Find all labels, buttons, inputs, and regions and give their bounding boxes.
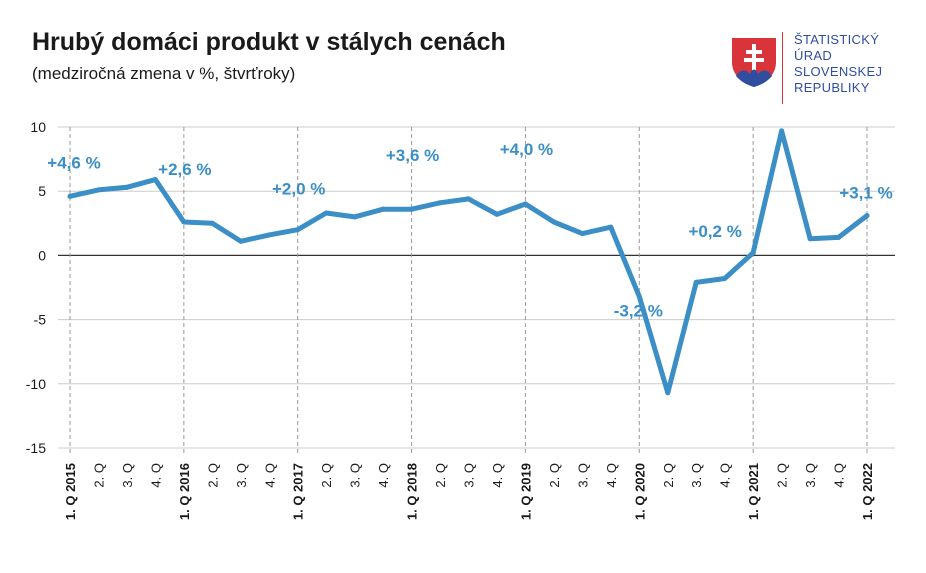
data-point bbox=[67, 193, 73, 199]
slovak-coat-of-arms-icon bbox=[732, 38, 776, 87]
x-tick-label: 1. Q 2018 bbox=[405, 463, 420, 520]
data-point bbox=[124, 184, 130, 190]
x-tick-label: 4. Q bbox=[262, 463, 277, 488]
data-point bbox=[608, 224, 614, 230]
data-point bbox=[551, 219, 557, 225]
y-tick-label: -15 bbox=[26, 440, 46, 456]
data-point bbox=[693, 279, 699, 285]
x-tick-label: 4. Q bbox=[490, 463, 505, 488]
data-label: +4,6 % bbox=[47, 153, 100, 172]
logo-line-4: REPUBLIKY bbox=[794, 80, 870, 95]
y-tick-label: 5 bbox=[38, 183, 46, 199]
data-point bbox=[665, 390, 671, 396]
data-label: -3,2 % bbox=[614, 301, 663, 320]
x-tick-label: 3. Q bbox=[575, 463, 590, 488]
data-label: +4,0 % bbox=[500, 140, 553, 159]
data-label: +3,1 % bbox=[839, 184, 892, 203]
data-label: +3,6 % bbox=[386, 146, 439, 165]
logo-line-1: ŠTATISTICKÝ bbox=[794, 32, 880, 47]
x-tick-label: 4. Q bbox=[718, 463, 733, 488]
x-tick-label: 1. Q 2021 bbox=[746, 463, 761, 520]
data-point bbox=[636, 293, 642, 299]
data-point bbox=[807, 236, 813, 242]
data-point bbox=[152, 177, 158, 183]
data-point bbox=[266, 232, 272, 238]
x-tick-label: 3. Q bbox=[803, 463, 818, 488]
x-tick-label: 4. Q bbox=[148, 463, 163, 488]
logo-line-2: ÚRAD bbox=[794, 48, 833, 63]
data-point bbox=[209, 220, 215, 226]
statistical-office-logo: ŠTATISTICKÝ ÚRAD SLOVENSKEJ REPUBLIKY bbox=[730, 32, 910, 112]
y-tick-label: 0 bbox=[38, 247, 46, 263]
data-point bbox=[522, 201, 528, 207]
data-label: +0,2 % bbox=[688, 222, 741, 241]
data-point bbox=[352, 214, 358, 220]
hills bbox=[736, 69, 772, 87]
data-point bbox=[181, 219, 187, 225]
data-point bbox=[409, 206, 415, 212]
x-tick-label: 4. Q bbox=[376, 463, 391, 488]
data-point bbox=[238, 238, 244, 244]
data-point bbox=[836, 234, 842, 240]
data-point bbox=[437, 200, 443, 206]
data-label: +2,0 % bbox=[272, 180, 325, 199]
x-tick-label: 3. Q bbox=[234, 463, 249, 488]
x-tick-label: 3. Q bbox=[120, 463, 135, 488]
data-point bbox=[295, 227, 301, 233]
double-cross bbox=[744, 44, 764, 72]
x-tick-label: 4. Q bbox=[832, 463, 847, 488]
x-tick-label: 1. Q 2017 bbox=[291, 463, 306, 520]
logo-text: ŠTATISTICKÝ ÚRAD SLOVENSKEJ REPUBLIKY bbox=[794, 32, 882, 96]
data-point bbox=[722, 276, 728, 282]
data-point bbox=[864, 213, 870, 219]
chart-subtitle: (medziročná zmena v %, štvrťroky) bbox=[32, 64, 296, 83]
data-point bbox=[95, 187, 101, 193]
y-tick-label: 10 bbox=[30, 119, 46, 135]
x-tick-label: 2. Q bbox=[433, 463, 448, 488]
x-tick-label: 2. Q bbox=[775, 463, 790, 488]
x-tick-label: 2. Q bbox=[205, 463, 220, 488]
x-tick-label: 1. Q 2015 bbox=[63, 463, 78, 520]
x-tick-label: 1. Q 2022 bbox=[860, 463, 875, 520]
data-point bbox=[579, 231, 585, 237]
data-point bbox=[494, 211, 500, 217]
x-tick-label: 2. Q bbox=[319, 463, 334, 488]
x-tick-label: 3. Q bbox=[348, 463, 363, 488]
data-label: +2,6 % bbox=[158, 160, 211, 179]
x-tick-label: 4. Q bbox=[604, 463, 619, 488]
data-point bbox=[779, 128, 785, 134]
x-tick-label: 3. Q bbox=[462, 463, 477, 488]
data-point bbox=[750, 250, 756, 256]
x-tick-label: 1. Q 2016 bbox=[177, 463, 192, 520]
x-tick-label: 1. Q 2019 bbox=[518, 463, 533, 520]
data-point bbox=[323, 210, 329, 216]
y-tick-label: -10 bbox=[26, 376, 46, 392]
data-point bbox=[466, 196, 471, 202]
x-tick-label: 2. Q bbox=[547, 463, 562, 488]
x-tick-label: 3. Q bbox=[689, 463, 704, 488]
chart-title: Hrubý domáci produkt v stálych cenách bbox=[32, 28, 506, 56]
logo-divider bbox=[782, 32, 783, 104]
x-tick-label: 2. Q bbox=[661, 463, 676, 488]
y-tick-label: -5 bbox=[34, 312, 47, 328]
x-tick-label: 2. Q bbox=[91, 463, 106, 488]
x-tick-label: 1. Q 2020 bbox=[632, 463, 647, 520]
logo-line-3: SLOVENSKEJ bbox=[794, 64, 883, 79]
data-point bbox=[380, 206, 386, 212]
